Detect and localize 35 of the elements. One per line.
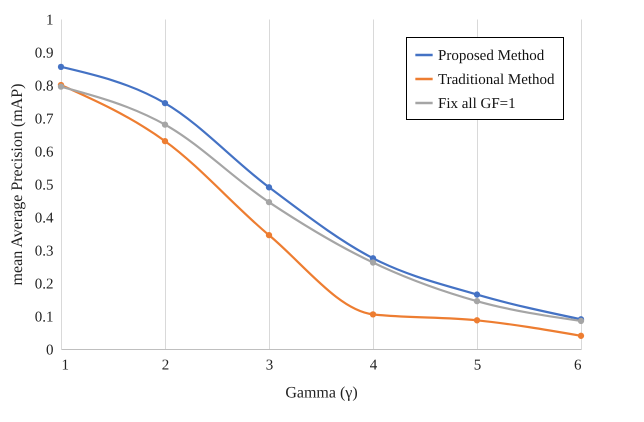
x-tick-label: 4: [370, 358, 378, 374]
y-tick-label: 1: [46, 12, 54, 28]
point: [162, 121, 168, 128]
y-tick-label: 0.1: [34, 310, 54, 326]
y-axis-title: mean Average Precision (mAP): [8, 84, 26, 286]
x-axis-title: Gamma (γ): [285, 384, 358, 402]
y-tick-label: 0.2: [34, 276, 54, 292]
point: [162, 138, 168, 144]
point: [58, 64, 64, 70]
x-tick-label: 5: [474, 358, 482, 374]
point: [266, 184, 272, 190]
point: [370, 311, 376, 318]
y-tick-label: 0.9: [34, 46, 54, 62]
x-tick-label: 1: [62, 358, 69, 374]
point: [162, 100, 168, 106]
legend-label: Traditional Method: [438, 72, 556, 88]
point: [578, 332, 584, 339]
y-tick-label: 0.7: [34, 112, 54, 128]
y-tick-label: 0.3: [34, 244, 54, 260]
point: [266, 232, 272, 238]
y-tick-label: 0.6: [34, 144, 54, 160]
point: [266, 198, 272, 206]
y-tick-label: 0: [46, 342, 54, 358]
point: [370, 259, 376, 266]
point: [474, 317, 480, 324]
y-tick-label: 0.4: [34, 210, 54, 226]
point: [474, 291, 480, 298]
x-tick-label: 6: [574, 358, 582, 374]
x-tick-label: 2: [162, 358, 170, 374]
legend-label: Fix all GF=1: [438, 96, 516, 112]
legend-label: Proposed Method: [438, 48, 545, 64]
x-tick-label: 3: [266, 358, 274, 374]
y-tick-label: 0.5: [34, 178, 54, 194]
y-tick-label: 0.8: [34, 78, 54, 94]
point: [474, 298, 480, 304]
